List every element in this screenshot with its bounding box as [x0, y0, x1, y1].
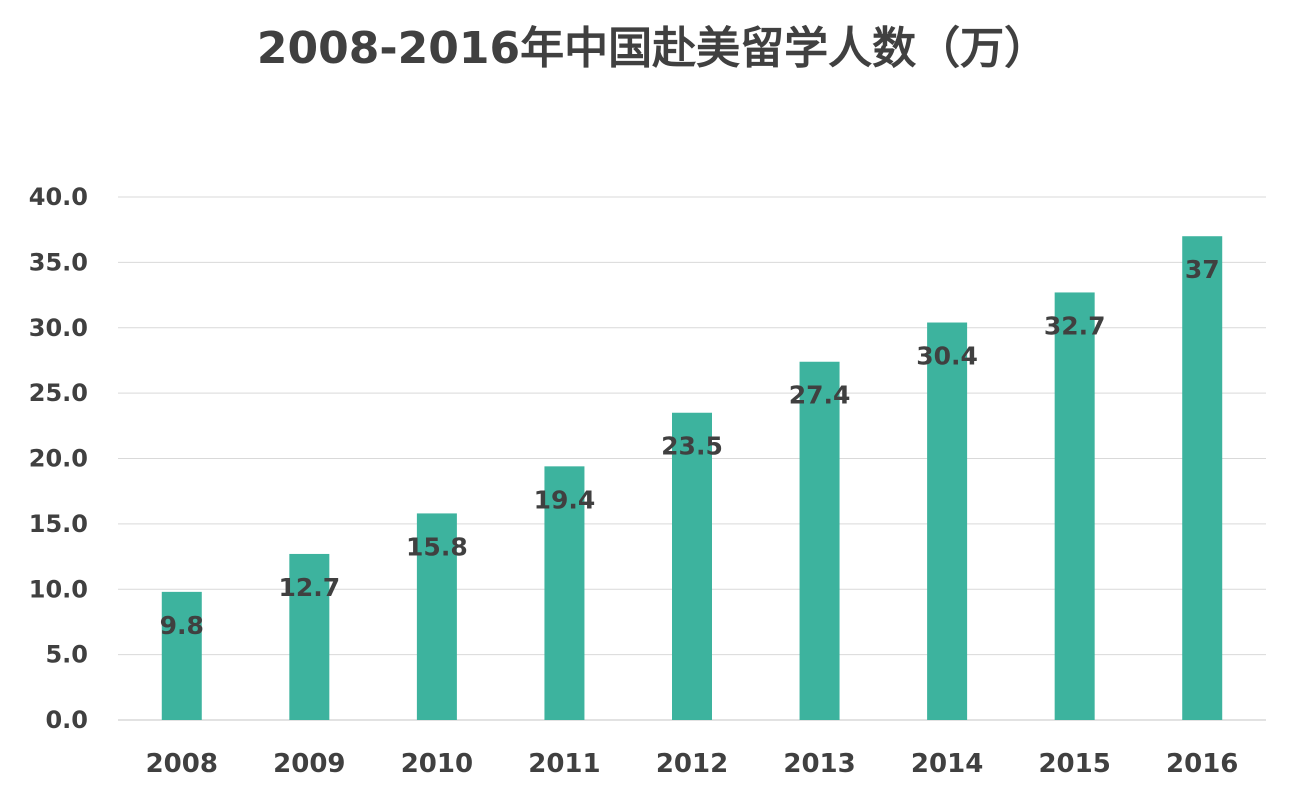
data-label: 19.4: [534, 485, 596, 514]
data-label: 15.8: [406, 532, 468, 561]
bar-2011: [544, 466, 585, 720]
x-tick-label: 2013: [783, 749, 855, 779]
data-label: 30.4: [916, 342, 978, 371]
x-tick-label: 2009: [273, 749, 345, 779]
y-tick-label: 25.0: [29, 379, 88, 407]
data-label: 32.7: [1044, 311, 1106, 340]
bar-2015: [1054, 292, 1095, 720]
data-label: 9.8: [160, 611, 204, 640]
bar-2014: [927, 322, 968, 720]
x-tick-label: 2015: [1038, 749, 1110, 779]
bar-2009: [289, 553, 330, 720]
bar-2010: [416, 513, 457, 720]
data-label: 23.5: [661, 432, 723, 461]
x-tick-label: 2016: [1166, 749, 1238, 779]
y-tick-label: 30.0: [29, 314, 88, 342]
y-tick-label: 20.0: [29, 445, 88, 473]
y-tick-label: 35.0: [29, 248, 88, 276]
data-label: 12.7: [278, 573, 340, 602]
x-tick-label: 2012: [656, 749, 728, 779]
x-tick-label: 2014: [911, 749, 983, 779]
x-tick-label: 2008: [146, 749, 218, 779]
y-tick-label: 15.0: [29, 510, 88, 538]
chart-title: 2008-2016年中国赴美留学人数（万）: [256, 23, 1049, 74]
bar-2008: [161, 591, 202, 720]
y-tick-label: 0.0: [45, 706, 88, 734]
data-label: 27.4: [789, 381, 851, 410]
x-tick-label: 2011: [528, 749, 600, 779]
bar-2013: [799, 361, 840, 720]
bar-2016: [1182, 236, 1223, 720]
y-tick-label: 10.0: [29, 575, 88, 603]
data-label: 37: [1185, 255, 1220, 284]
x-tick-label: 2010: [401, 749, 473, 779]
y-tick-label: 40.0: [29, 183, 88, 211]
y-tick-label: 5.0: [45, 641, 88, 669]
bar-2012: [672, 412, 712, 720]
